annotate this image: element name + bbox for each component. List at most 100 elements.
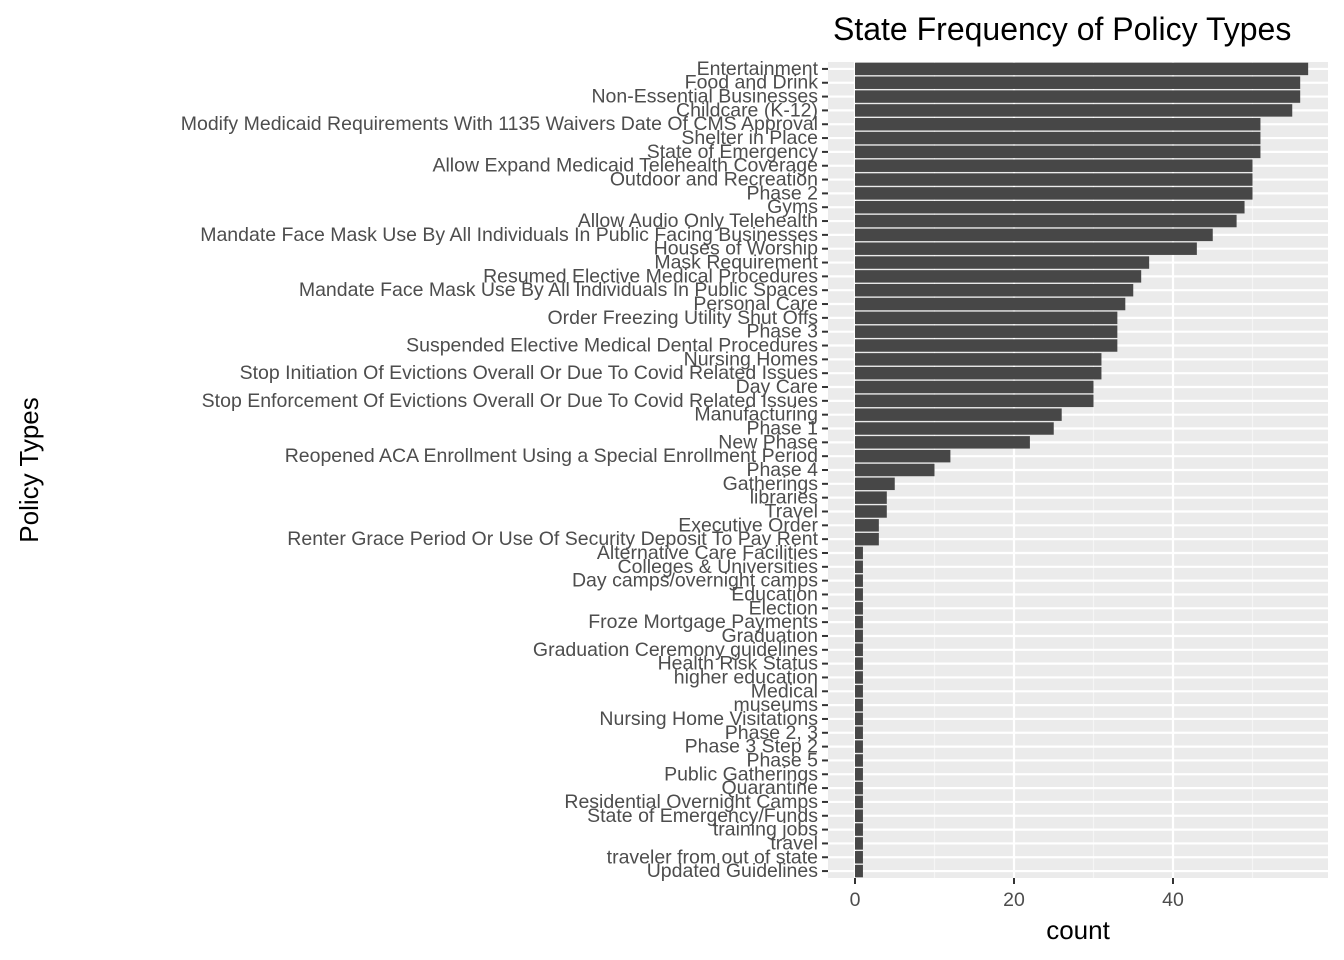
bar [855,449,951,463]
y-tick-label: Education [731,583,818,605]
bar [855,159,1253,172]
bar [855,214,1237,228]
y-tick-label: Graduation Ceremony guidelines [533,639,818,661]
bar [855,394,1094,408]
y-tick-label: training jobs [713,819,818,841]
bar [855,864,863,878]
bar [855,532,879,546]
y-tick-label: Resumed Elective Medical Procedures [483,265,818,287]
bar [855,837,863,850]
bar [855,228,1213,242]
y-tick-label: Manufacturing [694,404,818,426]
y-tick-label: Suspended Elective Medical Dental Proced… [406,335,818,357]
y-tick-label: Modify Medicaid Requirements With 1135 W… [181,113,818,135]
y-tick-label: Reopened ACA Enrollment Using a Special … [285,445,818,467]
bar [855,574,863,587]
bar [855,187,1253,200]
bar [855,297,1126,311]
bar [855,629,863,643]
bar [855,408,1062,421]
y-tick-label: Renter Grace Period Or Use Of Security D… [287,528,818,550]
bar [855,851,863,864]
bar [855,311,1118,325]
bar [855,339,1118,352]
x-axis-title: count [1046,915,1110,945]
bar [855,768,863,781]
y-tick-label: travel [770,832,818,854]
bars [855,62,1309,878]
x-tick-label: 0 [850,889,861,911]
y-tick-label: Personal Care [693,293,818,315]
bar [855,754,863,767]
bar [855,62,1309,76]
bar [855,242,1197,255]
bar [855,436,1030,449]
y-tick-label: Medical [751,680,818,702]
bar [855,76,1301,89]
bar [855,615,863,629]
bar [855,422,1054,435]
bar [855,823,863,836]
bar [855,781,863,795]
bar [855,698,863,712]
y-axis-title: Policy Types [14,397,44,542]
y-tick-label: Colleges & Universities [618,556,819,578]
x-tick-label: 40 [1162,889,1184,911]
chart-title: State Frequency of Policy Types [833,11,1291,47]
bar [855,671,863,684]
y-tick-label: Day camps/overnight camps [572,570,818,592]
y-tick-label: Travel [765,500,818,522]
bar [855,145,1261,159]
y-tick-label: Nursing Home Visitations [599,708,818,730]
y-tick-label: Public Gatherings [664,763,818,785]
y-tick-label: Non-Essential Businesses [591,86,818,108]
bar [855,380,1094,394]
y-tick-label: Executive Order [678,514,818,536]
bar [855,519,879,532]
y-tick-label: Order Freezing Utility Shut Offs [547,307,818,329]
y-tick-label: museums [733,694,818,716]
y-tick-label: Entertainment [697,58,819,80]
bar [855,643,863,657]
bar [855,657,863,670]
y-tick-label: Houses of Worship [654,238,819,260]
y-tick-label: Phase 1 [746,418,818,440]
y-tick-label: libraries [750,487,819,509]
x-tick-label: 20 [1003,889,1025,911]
y-tick-label: Mandate Face Mask Use By All Individuals… [299,279,818,301]
y-tick-label: higher education [674,666,818,688]
bar [855,546,863,560]
bar [855,712,863,726]
y-tick-label: Updated Guidelines [647,860,819,882]
y-tick-label: Day Care [736,376,818,398]
bar [855,90,1301,103]
y-tick-label: Gatherings [723,473,819,495]
y-tick-label: Childcare (K-12) [676,99,818,121]
bar [855,505,887,518]
y-tick-label: Phase 4 [746,459,818,481]
y-tick-label: Mask Requirement [654,252,818,274]
y-tick-label: Phase 2 [746,182,818,204]
y-tick-label: Food and Drink [685,72,819,94]
bar [855,173,1253,186]
bar [855,795,863,809]
bar [855,353,1102,366]
y-tick-label: Residential Overnight Camps [564,791,818,813]
bar [855,726,863,740]
bar [855,104,1293,117]
bar [855,685,863,698]
bar [855,256,1150,269]
y-tick-label: Stop Initiation Of Evictions Overall Or … [240,362,819,384]
y-tick-label: Alternative Care Facilities [597,542,818,564]
y-tick-label: Phase 5 [746,749,818,771]
y-tick-label: Allow Expand Medicaid Telehealth Coverag… [432,155,818,177]
y-tick-label: Election [749,597,818,619]
x-axis-ticks: 0 20 40 [850,878,1184,911]
bar [855,602,863,615]
bar [855,200,1245,214]
bar [855,325,1118,338]
bar [855,283,1134,297]
bar [855,491,887,504]
